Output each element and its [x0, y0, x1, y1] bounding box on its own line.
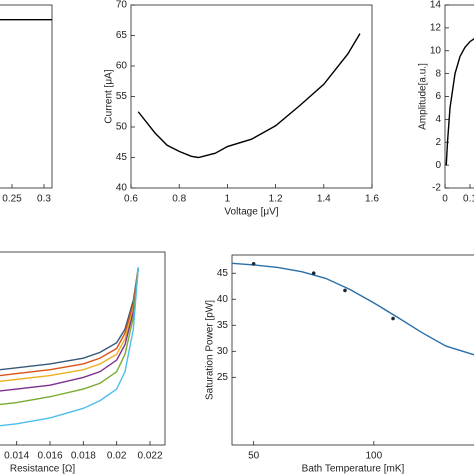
x-axis-label: Voltage [μV]: [224, 207, 278, 218]
y-tick-label: 70: [116, 0, 128, 11]
x-tick-label: 0.3: [37, 194, 51, 205]
data-line: [0, 267, 140, 392]
axes-frame: [231, 254, 474, 446]
data-line: [231, 262, 474, 356]
y-tick-label: 40: [116, 183, 128, 194]
data-line: [445, 38, 474, 166]
x-axis-label: Resistance [Ω]: [10, 464, 76, 474]
x-tick-label: 1.4: [317, 194, 331, 205]
y-tick-label: 0: [435, 160, 441, 171]
x-tick-label: 100: [365, 451, 382, 462]
y-tick-label: 14: [430, 0, 442, 11]
y-tick-label: -2: [432, 183, 441, 194]
axes-frame: [444, 4, 474, 189]
data-line: [0, 267, 140, 406]
axes-frame: [0, 251, 166, 446]
data-line: [0, 267, 140, 377]
y-tick-label: 45: [217, 268, 229, 279]
y-tick-label: 30: [217, 346, 229, 357]
data-point: [343, 288, 347, 293]
x-tick-label: 0: [442, 194, 448, 205]
data-line: [0, 267, 140, 427]
y-tick-label: 2: [435, 137, 441, 148]
y-tick-label: 10: [430, 45, 442, 56]
data-point: [391, 316, 395, 321]
x-tick-label: 0.014: [4, 451, 29, 462]
x-tick-label: 0.018: [71, 451, 96, 462]
x-tick-label: 0.1: [463, 194, 474, 205]
y-tick-label: 55: [116, 91, 128, 102]
x-tick-label: 0.8: [172, 194, 186, 205]
y-tick-label: 65: [116, 30, 128, 41]
y-tick-label: 6: [435, 91, 441, 102]
x-tick-label: 1: [225, 194, 231, 205]
data-line: [0, 267, 140, 383]
x-tick-label: 0.022: [137, 451, 162, 462]
x-tick-label: 0.02: [107, 451, 127, 462]
y-axis-label: Saturation Power [pW]: [205, 300, 216, 400]
y-tick-label: 40: [217, 294, 229, 305]
data-line: [0, 267, 140, 371]
y-tick-label: 12: [430, 23, 442, 34]
y-tick-label: 8: [435, 68, 441, 79]
y-tick-label: 45: [116, 152, 128, 163]
x-tick-label: 0.6: [124, 194, 138, 205]
data-point: [251, 262, 256, 266]
axes-frame: [0, 4, 53, 189]
y-tick-label: 25: [217, 372, 229, 383]
y-tick-label: 35: [217, 320, 229, 331]
y-axis-label: Current [μA]: [104, 69, 115, 123]
y-tick-label: 50: [116, 122, 128, 133]
x-tick-label: 50: [248, 451, 260, 462]
x-axis-label: Bath Temperature [mK]: [302, 464, 405, 474]
x-tick-label: 1.2: [269, 194, 283, 205]
y-tick-label: 4: [435, 114, 441, 125]
data-point: [311, 271, 316, 276]
y-axis-label: Amplitude[a.u.]: [418, 63, 429, 130]
data-line: [137, 33, 361, 159]
x-tick-label: 1.6: [365, 194, 379, 205]
axes-frame: [130, 4, 373, 189]
x-tick-label: 0.016: [37, 451, 62, 462]
y-tick-label: 60: [116, 61, 128, 72]
x-tick-label: 0.25: [2, 194, 22, 205]
